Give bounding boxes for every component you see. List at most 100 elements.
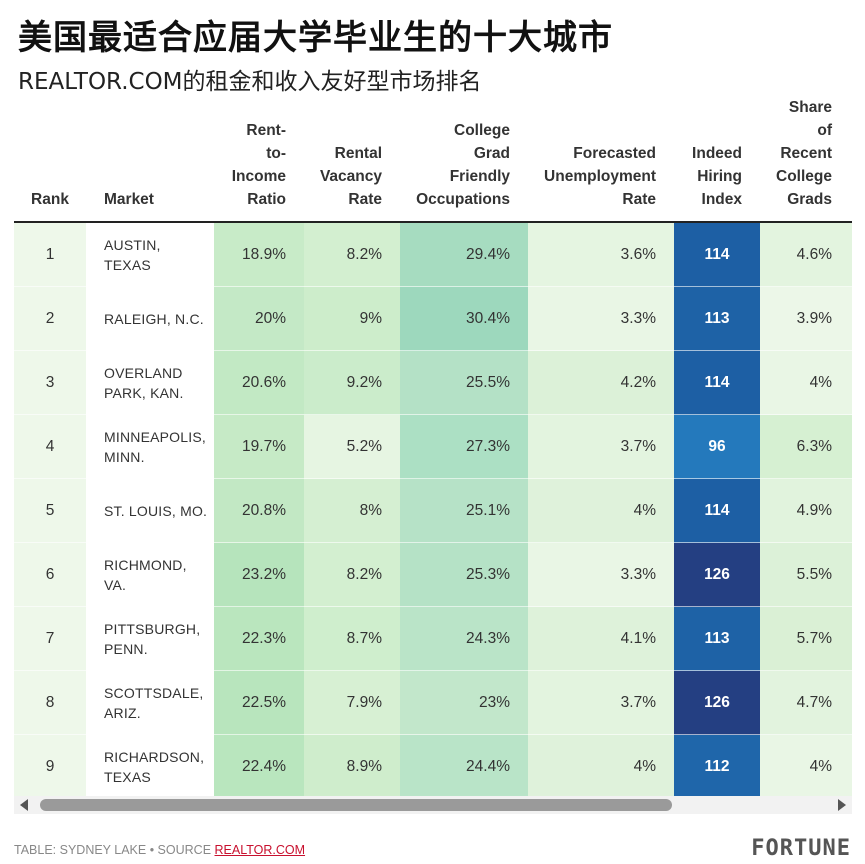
footer-credit: TABLE: SYDNEY LAKE • SOURCE REALTOR.COM: [14, 843, 305, 857]
unemployment-cell: 4.1%: [528, 606, 674, 671]
market-cell: RALEIGH, N.C.: [86, 286, 214, 351]
college-cell: 29.4%: [400, 222, 528, 287]
market-cell: SCOTTSDALE, ARIZ.: [86, 670, 214, 735]
header-unemployment: Forecasted Unemployment Rate: [528, 96, 674, 223]
header-line: Unemployment: [544, 168, 656, 185]
college-cell: 24.3%: [400, 606, 528, 671]
market-line: PARK, KAN.: [104, 384, 184, 401]
header-hiring-index: Indeed Hiring Index: [674, 96, 760, 223]
vacancy-cell: 8.2%: [304, 542, 400, 607]
table-row: 9 RICHARDSON, TEXAS 22.4% 8.9% 24.4% 4% 112 4%: [14, 734, 852, 796]
rent-cell: 20%: [214, 286, 304, 351]
college-cell: 27.3%: [400, 414, 528, 479]
vacancy-cell: 8%: [304, 478, 400, 543]
unemployment-cell: 3.3%: [528, 542, 674, 607]
market-line: SCOTTSDALE,: [104, 684, 204, 701]
header-line: Rental: [334, 145, 382, 162]
header-share-grads: Share of Recent College Grads: [760, 96, 852, 223]
vacancy-cell: 8.9%: [304, 734, 400, 796]
market-line: RALEIGH, N.C.: [104, 310, 204, 327]
scroll-right-arrow-icon[interactable]: [838, 799, 846, 811]
header-line: Friendly: [449, 168, 510, 185]
vacancy-cell: 5.2%: [304, 414, 400, 479]
share-cell: 6.3%: [760, 414, 852, 479]
market-cell: RICHMOND, VA.: [86, 542, 214, 607]
market-cell: MINNEAPOLIS, MINN.: [86, 414, 214, 479]
header-line: Rate: [622, 191, 656, 208]
market-line: TEXAS: [104, 256, 151, 273]
hiring-cell: 126: [674, 542, 760, 607]
header-line: of: [817, 122, 832, 139]
vacancy-cell: 8.2%: [304, 222, 400, 287]
hiring-cell: 112: [674, 734, 760, 796]
header-line: Share: [788, 99, 832, 116]
hiring-cell: 126: [674, 670, 760, 735]
share-cell: 5.7%: [760, 606, 852, 671]
market-line: ST. LOUIS, MO.: [104, 502, 208, 519]
hiring-cell: 114: [674, 478, 760, 543]
rent-cell: 23.2%: [214, 542, 304, 607]
fortune-logo: FORTUNE: [751, 836, 851, 861]
college-cell: 23%: [400, 670, 528, 735]
college-cell: 30.4%: [400, 286, 528, 351]
vacancy-cell: 9%: [304, 286, 400, 351]
market-line: MINN.: [104, 448, 145, 465]
table-row: 2 RALEIGH, N.C. 20% 9% 30.4% 3.3% 113 3.9%: [14, 286, 852, 351]
hiring-cell: 114: [674, 350, 760, 415]
header-market: Market: [86, 96, 214, 223]
market-line: ARIZ.: [104, 704, 141, 721]
page-subtitle: REALTOR.COM的租金和收入友好型市场排名: [18, 69, 482, 95]
unemployment-cell: 4%: [528, 478, 674, 543]
header-line: Grad: [473, 145, 510, 162]
header-line: Income: [231, 168, 286, 185]
market-line: AUSTIN,: [104, 236, 161, 253]
unemployment-cell: 3.7%: [528, 414, 674, 479]
rent-cell: 18.9%: [214, 222, 304, 287]
college-cell: 25.5%: [400, 350, 528, 415]
rank-cell: 2: [14, 286, 86, 351]
rent-cell: 19.7%: [214, 414, 304, 479]
header-line: College: [776, 168, 832, 185]
header-line: Occupations: [416, 191, 510, 208]
header-line: Forecasted: [573, 145, 656, 162]
market-cell: RICHARDSON, TEXAS: [86, 734, 214, 796]
header-line: Ratio: [247, 191, 286, 208]
rank-cell: 8: [14, 670, 86, 735]
market-cell: ST. LOUIS, MO.: [86, 478, 214, 543]
rank-cell: 5: [14, 478, 86, 543]
page-title: 美国最适合应届大学毕业生的十大城市: [18, 18, 613, 58]
scrollbar-thumb[interactable]: [40, 799, 672, 811]
header-line: Rate: [348, 191, 382, 208]
header-line: Rent-: [246, 122, 286, 139]
table-row: 4 MINNEAPOLIS, MINN. 19.7% 5.2% 27.3% 3.7% 96 6.…: [14, 414, 852, 479]
table-body: 1 AUSTIN, TEXAS 18.9% 8.2% 29.4% 3.6% 114 4.6% 2 R…: [14, 222, 852, 796]
unemployment-cell: 3.7%: [528, 670, 674, 735]
table-container[interactable]: Rank Market Rent-to- Income Ratio Rental Va…: [14, 96, 852, 796]
table-row: 8 SCOTTSDALE, ARIZ. 22.5% 7.9% 23% 3.7% 126 4.7%: [14, 670, 852, 735]
market-line: RICHARDSON,: [104, 748, 205, 765]
market-line: VA.: [104, 576, 127, 593]
credit-text: TABLE: SYDNEY LAKE • SOURCE: [14, 843, 215, 857]
market-line: PITTSBURGH,: [104, 620, 201, 637]
vacancy-cell: 8.7%: [304, 606, 400, 671]
rank-cell: 9: [14, 734, 86, 796]
header-rent-to-income: Rent-to- Income Ratio: [214, 96, 304, 223]
market-line: MINNEAPOLIS,: [104, 428, 206, 445]
college-cell: 25.1%: [400, 478, 528, 543]
share-cell: 3.9%: [760, 286, 852, 351]
header-line: Vacancy: [319, 168, 382, 185]
source-link[interactable]: REALTOR.COM: [214, 843, 306, 857]
rent-cell: 22.4%: [214, 734, 304, 796]
unemployment-cell: 3.6%: [528, 222, 674, 287]
college-cell: 24.4%: [400, 734, 528, 796]
scroll-left-arrow-icon[interactable]: [20, 799, 28, 811]
table-row: 6 RICHMOND, VA. 23.2% 8.2% 25.3% 3.3% 126 5.5%: [14, 542, 852, 607]
header-line: Recent: [780, 145, 832, 162]
horizontal-scrollbar[interactable]: [14, 796, 852, 814]
market-cell: OVERLAND PARK, KAN.: [86, 350, 214, 415]
market-line: RICHMOND,: [104, 556, 187, 573]
header-line: Indeed: [692, 145, 742, 162]
hiring-cell: 114: [674, 222, 760, 287]
rankings-table: Rank Market Rent-to- Income Ratio Rental Va…: [14, 96, 852, 796]
hiring-cell: 113: [674, 286, 760, 351]
